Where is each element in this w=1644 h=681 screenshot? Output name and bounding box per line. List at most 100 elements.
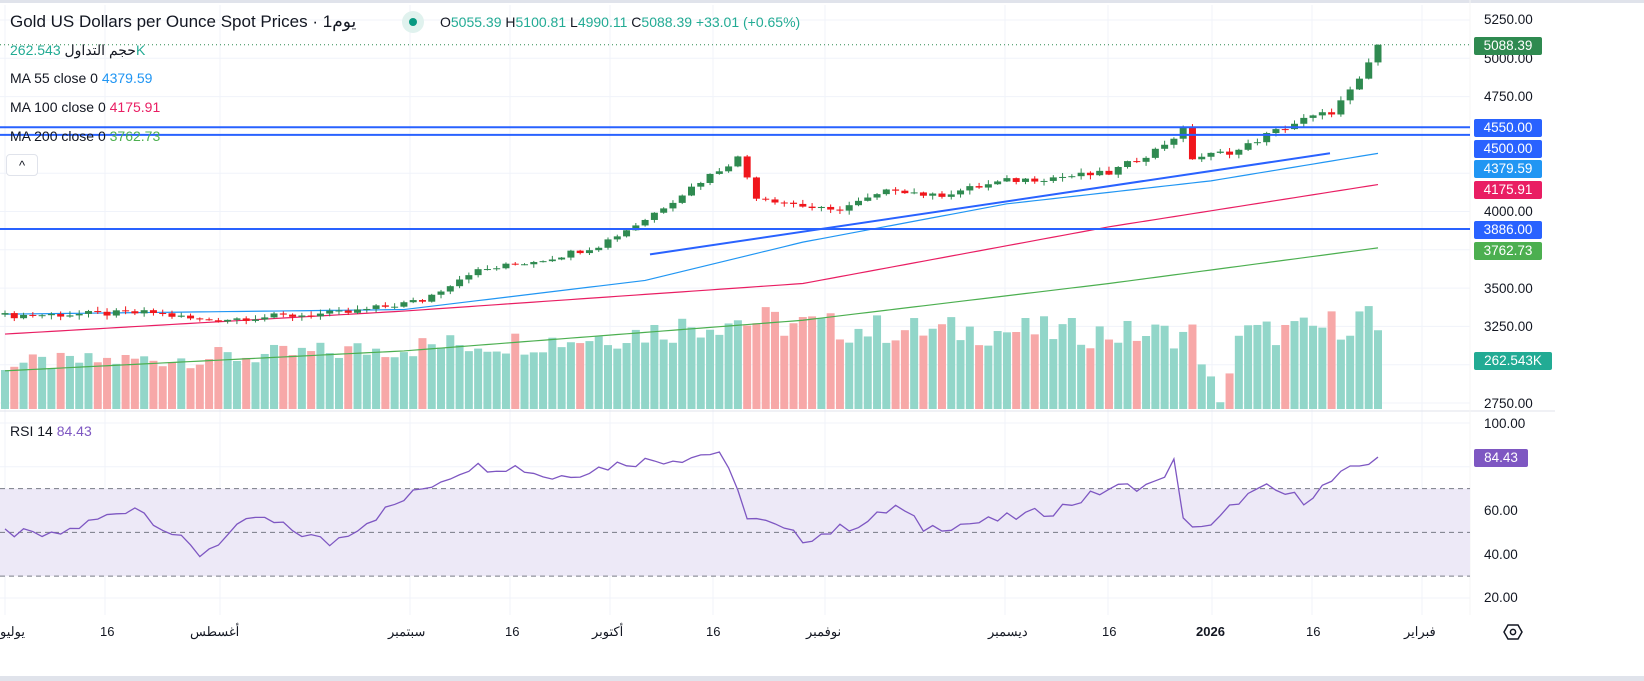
candle-body	[715, 171, 723, 174]
volume-bar	[316, 342, 325, 409]
rsi-tick: 40.00	[1484, 547, 1518, 562]
rsi-tick: 20.00	[1484, 590, 1518, 605]
volume-bar	[1355, 311, 1364, 409]
candle-body	[224, 319, 232, 322]
candle-body	[585, 250, 593, 254]
volume-bar	[826, 313, 835, 409]
candle-body	[595, 247, 603, 251]
volume-bar	[659, 339, 668, 409]
time-label: 16	[706, 624, 721, 639]
candle-body	[29, 314, 37, 316]
candle-body	[112, 310, 120, 316]
candle-body	[10, 313, 18, 319]
ma200-legend[interactable]: MA 200 close 0 3762.73	[10, 128, 160, 144]
symbol-title[interactable]: Gold US Dollars per Ounce Spot Prices · …	[10, 12, 357, 31]
ma100-legend[interactable]: MA 100 close 0 4175.91	[10, 99, 160, 115]
collapse-legend-button[interactable]: ^	[6, 154, 38, 176]
chart-settings-icon[interactable]	[1503, 622, 1523, 642]
candle-body	[1049, 177, 1057, 181]
volume-bar	[75, 362, 84, 409]
candle-body	[901, 190, 909, 194]
candle-body	[845, 205, 853, 211]
candle-body	[734, 156, 742, 167]
volume-bar	[362, 354, 371, 409]
volume-bar	[112, 363, 121, 409]
ma55-line	[4, 152, 1379, 315]
volume-bar	[919, 335, 928, 409]
volume-bar	[956, 340, 965, 409]
volume-bar	[1040, 316, 1049, 409]
volume-bar	[984, 345, 993, 409]
volume-bar	[733, 320, 742, 409]
volume-value: 262.543K	[10, 42, 146, 58]
candle-body	[94, 311, 102, 313]
volume-bar	[928, 328, 937, 409]
candle-body	[391, 306, 399, 308]
volume-bar	[557, 347, 566, 409]
candle-body	[882, 189, 890, 195]
volume-bar	[845, 342, 854, 409]
volume-bar	[1086, 348, 1095, 409]
candle-body	[623, 230, 631, 237]
volume-bar	[1309, 325, 1318, 409]
candle-body	[502, 263, 510, 269]
volume-bar	[56, 352, 65, 409]
volume-bar	[650, 324, 659, 409]
candle-body	[725, 166, 733, 172]
volume-bar	[372, 348, 381, 409]
candle-body	[1031, 178, 1039, 182]
rsi-legend[interactable]: RSI 14 84.43	[10, 423, 92, 439]
candle-body	[678, 195, 686, 203]
time-label: فبراير	[1404, 624, 1436, 639]
volume-bar	[334, 357, 343, 409]
candle-body	[251, 319, 259, 321]
volume-bar	[937, 324, 946, 409]
candle-body	[521, 264, 529, 266]
candle-body	[1040, 180, 1048, 182]
candle-body	[1105, 170, 1113, 175]
candle-body	[1133, 161, 1141, 163]
volume-bar	[585, 341, 594, 409]
candle-body	[261, 317, 269, 320]
volume-bar	[752, 323, 761, 409]
volume-legend[interactable]: حجم التداول 262.543K	[10, 42, 145, 59]
candle-body	[409, 300, 417, 303]
volume-bar	[464, 351, 473, 409]
volume-bar	[1123, 320, 1132, 409]
candle-body	[354, 309, 362, 313]
candle-body	[66, 315, 74, 317]
volume-bar	[1030, 334, 1039, 409]
volume-bar	[520, 354, 529, 409]
candle-body	[762, 198, 770, 200]
volume-bar	[1216, 402, 1225, 409]
ma55-legend[interactable]: MA 55 close 0 4379.59	[10, 70, 152, 86]
candle-body	[1179, 127, 1187, 139]
candle-body	[1012, 178, 1020, 182]
volume-bar	[743, 325, 752, 409]
volume-bar	[975, 345, 984, 409]
candle-body	[641, 219, 649, 226]
candle-body	[1235, 149, 1243, 155]
candle-body	[836, 209, 844, 211]
market-status-icon[interactable]	[402, 11, 424, 33]
volume-bar	[566, 342, 575, 409]
rsi-tag: 84.43	[1474, 449, 1528, 467]
volume-bar	[770, 311, 779, 409]
volume-bar	[353, 343, 362, 409]
candle-body	[511, 263, 519, 265]
volume-bar	[1077, 344, 1086, 409]
rsi-value: 84.43	[56, 423, 92, 439]
volume-bar	[965, 326, 974, 409]
volume-bar	[205, 359, 214, 409]
candle-body	[149, 310, 157, 314]
time-label: يوليو	[0, 624, 25, 639]
volume-bar	[1104, 339, 1113, 409]
volume-bar	[835, 339, 844, 409]
volume-bar	[270, 344, 279, 409]
price-tick: 2750.00	[1484, 396, 1533, 411]
candle-body	[168, 313, 176, 317]
volume-bar	[474, 348, 483, 409]
candle-body	[994, 181, 1002, 185]
volume-bar	[882, 342, 891, 409]
